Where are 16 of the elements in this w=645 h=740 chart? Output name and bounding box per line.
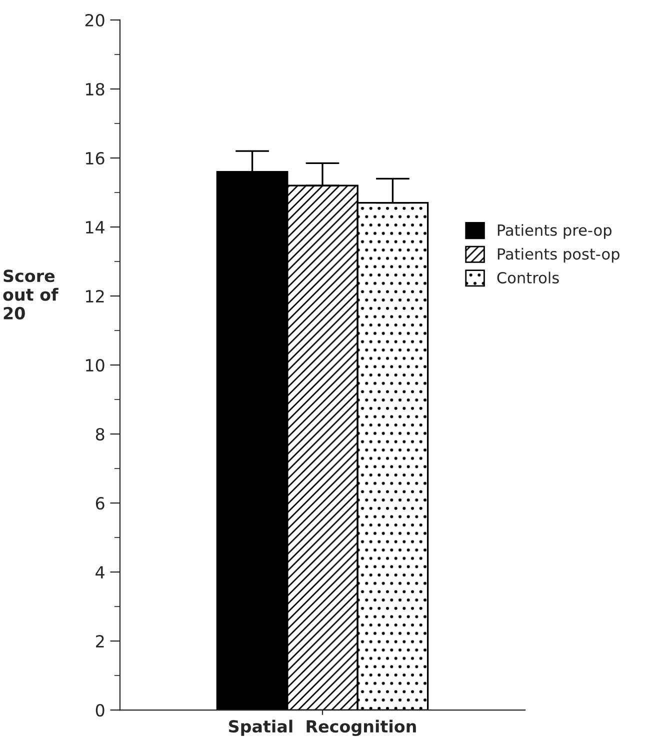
y-tick-label: 0 [96,704,104,717]
y-tick-label: 12 [86,290,104,302]
y-tick-label: 18 [86,82,104,96]
legend-label: Patients post-op [498,248,620,263]
y-tick-label: 6 [96,496,104,510]
legend-label: Patients pre-op [498,224,612,239]
y-tick-label: 14 [86,221,104,234]
y-tick-label: 10 [86,358,104,372]
y-tick-label: 4 [96,566,104,578]
y-tick-label: 2 [96,634,104,648]
y-tick-label: 16 [86,152,104,165]
legend-label: Controls [497,272,559,284]
y-tick-label: 8 [96,428,104,441]
y-axis-title: Score out of 20 [3,270,58,320]
x-tick-label: Spatial Recognition [228,720,416,736]
y-tick-label: 20 [85,14,104,27]
